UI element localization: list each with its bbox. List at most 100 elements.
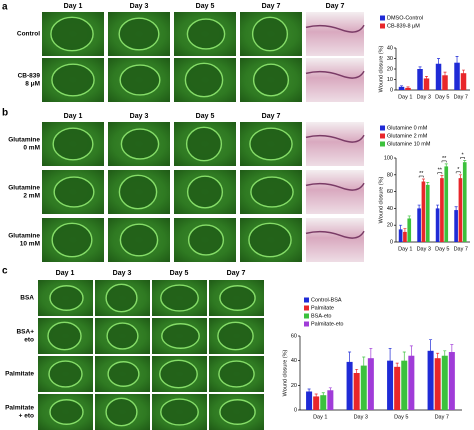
wound-edge <box>119 223 159 257</box>
wound-edge <box>51 63 95 97</box>
histology <box>306 218 364 262</box>
error-bar <box>400 85 404 88</box>
legend-label: CB-839-8 μM <box>387 23 420 29</box>
bar <box>408 355 415 410</box>
wound-edge <box>50 16 94 52</box>
y-tick-label: 100 <box>384 155 393 161</box>
legend-swatch <box>304 321 309 327</box>
column-header: Day 7 <box>326 3 345 10</box>
y-tick-label: 80 <box>387 172 393 178</box>
bar <box>407 218 412 242</box>
row-label: Glutamine <box>8 185 40 192</box>
row-label: 0 mM <box>23 145 40 152</box>
bar <box>320 395 327 410</box>
bar <box>398 229 403 242</box>
error-bar <box>388 347 392 373</box>
y-tick-label: 60 <box>291 333 297 339</box>
x-tick-label: Day 1 <box>398 94 412 100</box>
significance-bracket <box>441 160 447 163</box>
error-bar <box>402 351 406 370</box>
significance-label: ** <box>419 171 424 177</box>
x-tick-label: Day 3 <box>417 246 431 252</box>
y-tick-label: 0 <box>390 239 393 245</box>
bar <box>398 86 405 90</box>
x-tick-label: Day 1 <box>313 414 327 420</box>
bar <box>444 166 449 242</box>
row-label: + eto <box>19 413 34 420</box>
bar <box>306 391 313 410</box>
bar <box>360 365 367 410</box>
error-bar <box>417 204 421 212</box>
error-bar <box>440 175 444 181</box>
row-label: 8 μM <box>25 81 40 88</box>
row-label: Control <box>17 31 40 38</box>
wound-edge <box>186 18 226 50</box>
error-bar <box>406 86 410 89</box>
bar <box>401 360 408 410</box>
wound-edge <box>120 128 160 160</box>
bar <box>421 181 426 242</box>
column-header: Day 1 <box>64 113 83 120</box>
legend-swatch <box>304 305 309 311</box>
error-bar <box>407 215 411 221</box>
bar <box>441 355 448 410</box>
y-tick-label: 20 <box>387 66 393 72</box>
legend-label: Glutamine 10 mM <box>387 141 431 147</box>
x-tick-label: Day 3 <box>354 414 368 420</box>
row-label: Palmitate <box>5 371 34 378</box>
row-label: Glutamine <box>8 137 40 144</box>
column-header: Day 7 <box>262 113 281 120</box>
wound-edge <box>187 224 225 256</box>
error-bar <box>426 182 430 188</box>
bar <box>460 73 467 90</box>
wound-edge <box>53 176 95 208</box>
y-tick-label: 40 <box>291 358 297 364</box>
error-bar <box>429 339 433 362</box>
error-bar <box>436 352 440 364</box>
bar <box>403 231 407 242</box>
error-bar <box>454 206 458 214</box>
error-bar <box>421 178 425 185</box>
panel-label: a <box>2 2 8 13</box>
legend-label: Glutamine 0 mM <box>387 125 428 131</box>
error-bar <box>355 368 359 377</box>
y-axis-title: Wound closure (%) <box>282 350 288 397</box>
error-bar <box>443 350 447 361</box>
column-header: Day 3 <box>130 113 149 120</box>
error-bar <box>307 388 311 394</box>
bar <box>353 373 360 410</box>
error-bar <box>458 174 462 182</box>
error-bar <box>369 347 373 369</box>
wound-edge <box>48 360 83 388</box>
bar <box>442 75 448 90</box>
wound-edge <box>186 175 224 209</box>
error-bar <box>443 71 447 79</box>
bar <box>434 358 441 410</box>
epidermis <box>305 24 365 33</box>
column-header: Day 3 <box>130 3 149 10</box>
y-tick-label: 40 <box>387 206 393 212</box>
bar <box>394 366 401 410</box>
wound-edge <box>219 399 256 425</box>
wound-edge <box>105 397 138 427</box>
wound-edge <box>249 127 293 161</box>
column-header: Day 3 <box>113 270 132 277</box>
error-bar <box>399 224 403 234</box>
histology <box>306 170 364 214</box>
error-bar <box>437 58 441 69</box>
bar <box>454 210 458 242</box>
x-tick-label: Day 5 <box>394 414 408 420</box>
wound-edge <box>118 174 158 210</box>
wound-edge <box>252 63 290 97</box>
legend-label: BSA-eto <box>311 313 331 319</box>
wound-edge <box>185 126 223 162</box>
significance-label: ** <box>438 168 443 174</box>
bar <box>417 208 421 242</box>
legend-swatch <box>304 297 309 303</box>
wound-edge <box>106 322 139 350</box>
wound-edge <box>248 222 292 258</box>
x-tick-label: Day 5 <box>435 94 449 100</box>
error-bar <box>418 66 422 72</box>
histology <box>306 12 364 56</box>
